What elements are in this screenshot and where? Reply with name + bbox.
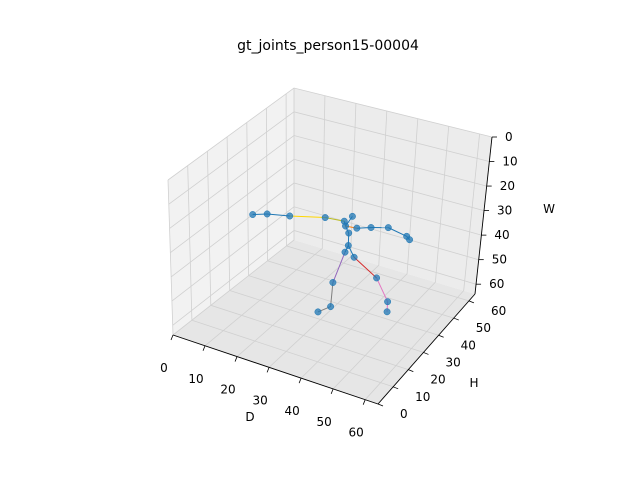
y-tick xyxy=(438,334,444,338)
bone-r_shoulder-r_elbow xyxy=(289,215,326,219)
joint-r_elbow xyxy=(286,212,294,220)
y-tick xyxy=(393,386,399,390)
y-tick-label: 60 xyxy=(491,304,506,318)
x-axis-line xyxy=(172,334,379,405)
grid-line xyxy=(169,135,487,229)
joint-head xyxy=(348,212,356,220)
z-axis-line xyxy=(474,136,493,295)
joint-r_foot xyxy=(314,308,322,316)
y-tick-label: 0 xyxy=(400,407,408,421)
y-axis-line xyxy=(377,293,476,405)
chart-title: gt_joints_person15-00004 xyxy=(237,38,419,54)
x-tick xyxy=(170,334,174,341)
joint-pelvis xyxy=(344,242,352,249)
x-tick xyxy=(202,345,206,351)
joint-l_knee xyxy=(373,274,381,282)
bone-r_knee-r_ankle xyxy=(330,282,334,307)
joint-l_ankle xyxy=(384,298,392,306)
grid-line xyxy=(170,158,485,254)
x-tick xyxy=(234,356,238,362)
grid-line xyxy=(172,230,477,326)
x-tick-label: 20 xyxy=(220,383,235,397)
y-tick-label: 40 xyxy=(461,338,476,352)
joint-spine xyxy=(345,229,353,237)
joint-r_hand xyxy=(249,211,257,218)
joint-l_shoulder xyxy=(367,224,375,231)
z-tick-label: 10 xyxy=(502,155,517,169)
grid-line xyxy=(167,87,493,181)
grid-line xyxy=(172,88,295,336)
bone-l_hip-l_knee xyxy=(353,256,377,279)
y-tick xyxy=(468,300,475,304)
joint-r_clavicle xyxy=(340,217,348,225)
joint-r_hip xyxy=(341,248,349,256)
x-tick xyxy=(362,399,366,405)
y-tick xyxy=(408,369,414,372)
left-pane xyxy=(168,88,294,335)
grid-line xyxy=(246,122,439,336)
grid-line xyxy=(266,108,454,319)
grid-line xyxy=(236,103,357,357)
y-tick xyxy=(423,352,429,355)
y-tick-label: 20 xyxy=(430,373,445,387)
joint-l_elbow xyxy=(384,224,392,232)
joint-r_knee xyxy=(329,279,337,286)
joint-l_hand xyxy=(406,236,414,244)
grid-line xyxy=(171,206,479,302)
bone-r_hip-r_knee xyxy=(332,251,346,283)
bone-l_knee-l_ankle xyxy=(376,277,389,302)
joint-r_shoulder xyxy=(321,214,329,221)
joint-r_wrist xyxy=(263,210,271,218)
z-tick-label: 30 xyxy=(497,204,512,218)
y-tick-label: 10 xyxy=(415,390,430,404)
grid-line xyxy=(268,110,388,368)
y-tick-label: 50 xyxy=(476,321,491,335)
x-tick-label: 40 xyxy=(284,404,299,418)
x-tick-label: 30 xyxy=(252,393,267,407)
y-tick-label: 30 xyxy=(445,355,460,369)
bone-r_elbow-r_wrist xyxy=(267,213,290,217)
z-tick-label: 60 xyxy=(489,277,504,291)
grid-line xyxy=(226,136,424,353)
grid-line xyxy=(207,151,409,370)
y-tick xyxy=(453,317,459,321)
x-axis-label: D xyxy=(245,410,254,424)
y-axis-label: H xyxy=(469,376,478,390)
x-tick-label: 50 xyxy=(317,415,332,429)
grid-line xyxy=(168,111,490,205)
joint-l_clavicle xyxy=(353,224,361,232)
x-tick xyxy=(266,367,270,373)
grid-line xyxy=(364,133,480,400)
back-pane xyxy=(294,88,492,294)
axes-panes xyxy=(168,88,492,404)
x-tick-label: 10 xyxy=(188,372,203,386)
x-tick-label: 60 xyxy=(349,426,364,440)
joint-l_foot xyxy=(383,308,391,316)
x-tick-label: 0 xyxy=(160,361,168,375)
joint-points xyxy=(249,210,414,316)
grid-line xyxy=(285,93,470,302)
x-tick xyxy=(330,388,334,395)
x-tick xyxy=(298,377,302,384)
joint-l_hip xyxy=(350,253,358,261)
z-axis-label: W xyxy=(543,202,555,216)
z-tick-label: 50 xyxy=(492,253,507,267)
grid-line xyxy=(170,182,482,278)
z-tick-label: 0 xyxy=(505,130,513,144)
grid-line xyxy=(332,126,450,390)
z-tick-label: 20 xyxy=(500,179,515,193)
grid-line xyxy=(204,95,326,347)
z-tick-label: 40 xyxy=(494,228,509,242)
joint-r_ankle xyxy=(327,303,335,311)
axis-lines xyxy=(172,136,493,405)
grid-line xyxy=(187,165,394,388)
grid-line xyxy=(300,118,419,379)
y-tick xyxy=(377,403,384,407)
